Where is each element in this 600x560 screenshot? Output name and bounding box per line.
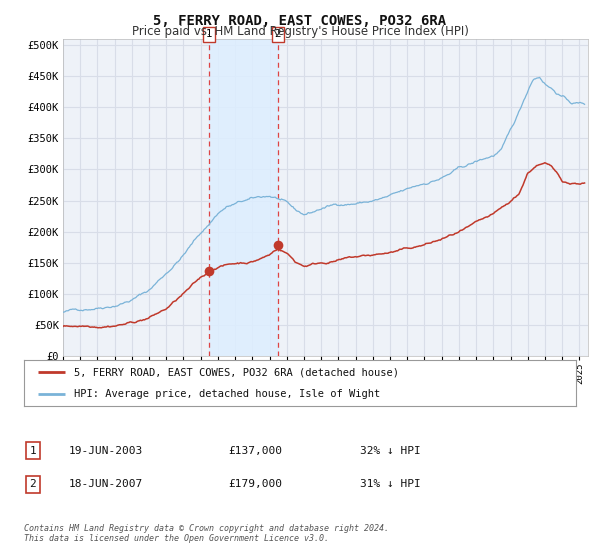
Text: £179,000: £179,000 <box>228 479 282 489</box>
Text: HPI: Average price, detached house, Isle of Wight: HPI: Average price, detached house, Isle… <box>74 389 380 399</box>
Text: 1: 1 <box>29 446 37 456</box>
Text: £137,000: £137,000 <box>228 446 282 456</box>
Text: 5, FERRY ROAD, EAST COWES, PO32 6RA: 5, FERRY ROAD, EAST COWES, PO32 6RA <box>154 14 446 28</box>
Text: 1: 1 <box>205 29 212 39</box>
Text: 32% ↓ HPI: 32% ↓ HPI <box>360 446 421 456</box>
Text: 18-JUN-2007: 18-JUN-2007 <box>69 479 143 489</box>
Text: Price paid vs. HM Land Registry's House Price Index (HPI): Price paid vs. HM Land Registry's House … <box>131 25 469 38</box>
Text: 31% ↓ HPI: 31% ↓ HPI <box>360 479 421 489</box>
Text: 5, FERRY ROAD, EAST COWES, PO32 6RA (detached house): 5, FERRY ROAD, EAST COWES, PO32 6RA (det… <box>74 367 398 377</box>
Text: 2: 2 <box>274 29 281 39</box>
Text: 19-JUN-2003: 19-JUN-2003 <box>69 446 143 456</box>
Bar <box>209 39 278 356</box>
Text: 2: 2 <box>29 479 37 489</box>
Text: Contains HM Land Registry data © Crown copyright and database right 2024.
This d: Contains HM Land Registry data © Crown c… <box>24 524 389 543</box>
